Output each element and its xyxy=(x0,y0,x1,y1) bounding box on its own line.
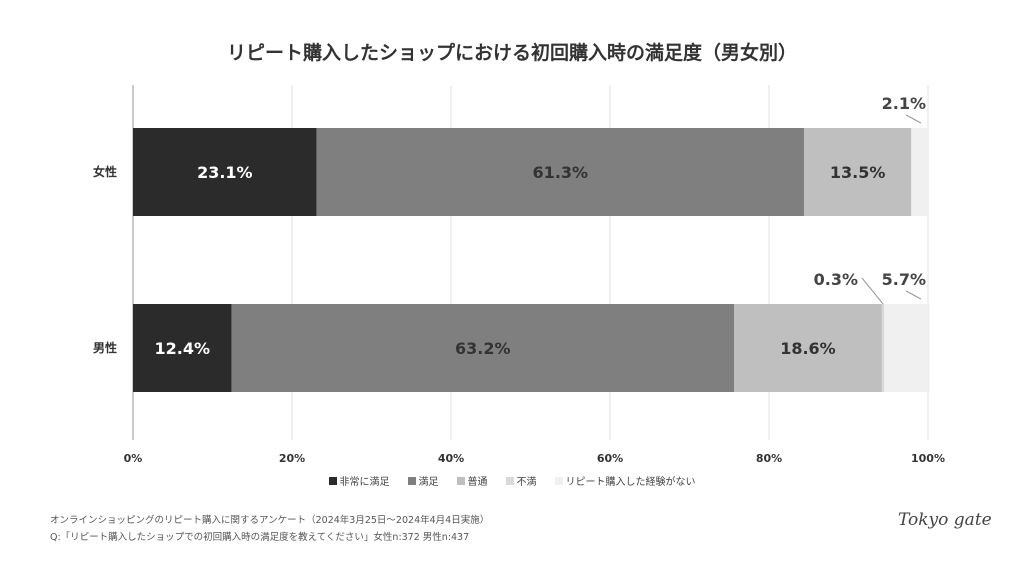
legend-swatch xyxy=(407,476,416,485)
data-label: 13.5% xyxy=(830,163,886,182)
legend-swatch xyxy=(328,476,337,485)
leader-line xyxy=(905,114,922,124)
data-label: 2.1% xyxy=(882,94,926,113)
data-label: 12.4% xyxy=(155,339,211,358)
data-label: 0.3% xyxy=(814,270,858,289)
x-tick-label: 0% xyxy=(124,452,143,465)
legend-label: 普通 xyxy=(467,477,488,488)
bar-segment xyxy=(231,304,735,392)
legend-label: 非常に満足 xyxy=(339,477,390,488)
bar-segment xyxy=(133,128,317,216)
legend-item: 非常に満足 xyxy=(328,473,390,488)
legend-label: 不満 xyxy=(516,477,537,488)
survey-note: オンラインショッピングのリピート購入に関するアンケート（2024年3月25日〜2… xyxy=(50,515,490,526)
bar-segment xyxy=(734,304,882,392)
legend-swatch xyxy=(505,476,514,485)
legend-swatch xyxy=(456,476,465,485)
bar-segment xyxy=(881,304,885,392)
bar-segment xyxy=(316,128,804,216)
leader-line xyxy=(905,290,922,300)
x-tick-label: 60% xyxy=(597,452,623,465)
x-tick-label: 100% xyxy=(911,452,945,465)
bar-segment xyxy=(803,128,912,216)
x-tick-label: 80% xyxy=(756,452,782,465)
legend-label: 満足 xyxy=(418,477,439,488)
question-note: Q:「リピート購入したショップでの初回購入時の満足度を教えてください」女性n:3… xyxy=(50,532,470,543)
bar-segment xyxy=(133,304,232,392)
x-tick-label: 20% xyxy=(279,452,305,465)
legend-item: 普通 xyxy=(456,473,488,488)
legend: 非常に満足 満足 普通 不満 リピート購入した経験がない xyxy=(0,473,1024,488)
data-label: 18.6% xyxy=(780,339,836,358)
x-tick-label: 40% xyxy=(438,452,464,465)
data-label: 23.1% xyxy=(197,163,253,182)
legend-item: 満足 xyxy=(407,473,439,488)
category-label: 女性 xyxy=(93,164,117,179)
legend-item: 不満 xyxy=(505,473,537,488)
bar-segment xyxy=(911,128,928,216)
chart-title: リピート購入したショップにおける初回購入時の満足度（男女別） xyxy=(226,42,797,64)
bar-segment xyxy=(884,304,930,392)
legend-item: リピート購入した経験がない xyxy=(554,473,696,488)
legend-swatch xyxy=(554,476,563,485)
data-label: 61.3% xyxy=(533,163,589,182)
leader-line xyxy=(861,277,884,305)
category-label: 男性 xyxy=(93,340,117,355)
data-label: 5.7% xyxy=(882,270,926,289)
logo: Tokyo gate xyxy=(898,510,992,530)
data-label: 63.2% xyxy=(455,339,511,358)
legend-label: リピート購入した経験がない xyxy=(565,477,696,488)
